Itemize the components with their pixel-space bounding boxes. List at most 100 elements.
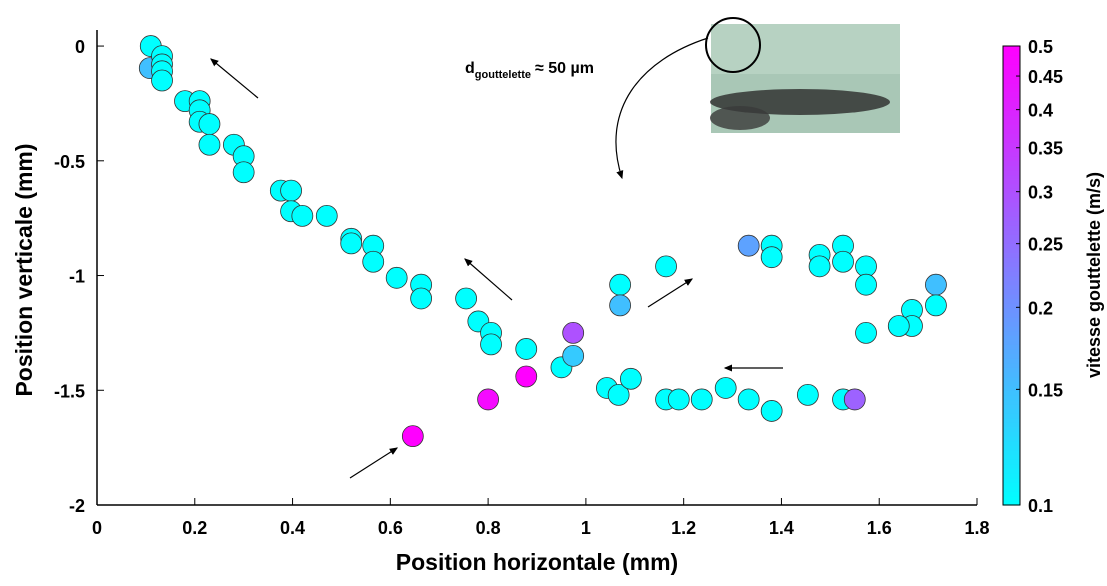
colorbar-segment [1003, 358, 1020, 364]
point [855, 255, 877, 278]
colorbar-segment [1003, 234, 1020, 240]
point [737, 388, 760, 411]
point [315, 204, 338, 227]
colorbar-tick-label: 0.25 [1028, 235, 1063, 255]
point [690, 388, 713, 411]
colorbar-segment [1003, 128, 1020, 134]
colorbar-segment [1003, 266, 1020, 272]
colorbar-segment [1003, 436, 1020, 442]
x-tick-label: 1.4 [769, 518, 794, 538]
colorbar-segment [1003, 252, 1020, 258]
colorbar-segment [1003, 192, 1020, 199]
point [796, 383, 819, 406]
colorbar-segment [1003, 146, 1020, 153]
colorbar-segment [1003, 353, 1020, 359]
colorbar-segment [1003, 371, 1020, 378]
colorbar-tick-label: 0.5 [1028, 37, 1053, 57]
colorbar-segment [1003, 91, 1020, 98]
x-tick-label: 1.8 [964, 518, 989, 538]
colorbar-segment [1003, 179, 1020, 185]
y-tick-label: -0.5 [54, 152, 85, 172]
colorbar-segment [1003, 404, 1020, 410]
colorbar-segment [1003, 87, 1020, 93]
colorbar-segment [1003, 46, 1020, 52]
point [480, 333, 502, 356]
point [843, 388, 866, 411]
point [280, 179, 302, 202]
colorbar-segment [1003, 385, 1020, 391]
colorbar-segment [1003, 298, 1020, 304]
x-tick-label: 0.2 [182, 518, 207, 538]
colorbar-segment [1003, 96, 1020, 102]
point [385, 266, 408, 289]
colorbar-tick-label: 0.35 [1028, 139, 1063, 159]
colorbar-segment [1003, 229, 1020, 235]
colorbar-segment [1003, 215, 1020, 222]
colorbar-segment [1003, 293, 1020, 300]
colorbar-segment [1003, 59, 1020, 65]
colorbar-tick-label: 0.4 [1028, 101, 1053, 121]
y-tick-label: -2 [69, 496, 85, 516]
point [655, 255, 677, 278]
colorbar-segment [1003, 101, 1020, 107]
colorbar-segment [1003, 197, 1020, 203]
colorbar-segment [1003, 156, 1020, 162]
annotation-rest: ≈ 50 µm [535, 60, 594, 77]
point [455, 287, 478, 310]
colorbar-segment [1003, 284, 1020, 290]
colorbar-segment [1003, 344, 1020, 350]
colorbar-segment [1003, 381, 1020, 387]
point [667, 388, 690, 411]
colorbar-segment [1003, 64, 1020, 70]
x-tick-label: 1.2 [671, 518, 696, 538]
point [714, 377, 737, 399]
colorbar-segment [1003, 257, 1020, 263]
point [760, 246, 783, 269]
colorbar-segment [1003, 459, 1020, 465]
colorbar-label: vitesse gouttelette (m/s) [1084, 172, 1104, 378]
point [760, 400, 783, 422]
x-tick-label: 0 [92, 518, 102, 538]
colorbar-segment [1003, 486, 1020, 492]
colorbar-segment [1003, 348, 1020, 355]
colorbar-segment [1003, 394, 1020, 401]
colorbar-segment [1003, 431, 1020, 437]
colorbar-segment [1003, 417, 1020, 423]
inset-image [705, 17, 900, 133]
colorbar-segment [1003, 426, 1020, 433]
colorbar-segment [1003, 472, 1020, 479]
colorbar-segment [1003, 408, 1020, 414]
colorbar-segment [1003, 339, 1020, 345]
colorbar-segment [1003, 183, 1020, 189]
colorbar-segment [1003, 110, 1020, 116]
y-tick-label: -1.5 [54, 381, 85, 401]
colorbar-segment [1003, 330, 1020, 336]
colorbar-segment [1003, 206, 1020, 212]
point [855, 273, 877, 296]
colorbar-segment [1003, 440, 1020, 446]
colorbar-segment [1003, 376, 1020, 382]
y-tick-label: -1 [69, 267, 85, 287]
colorbar-segment [1003, 238, 1020, 244]
point [925, 294, 947, 317]
colorbar-segment [1003, 105, 1020, 111]
colorbar-segment [1003, 133, 1020, 139]
colorbar-tick-label: 0.1 [1028, 496, 1053, 516]
annotation: dgouttelette ≈ 50 µm [465, 60, 594, 81]
colorbar-segment [1003, 261, 1020, 267]
colorbar-segment [1003, 491, 1020, 497]
point [609, 273, 632, 296]
point [562, 321, 585, 344]
x-tick-label: 0.6 [378, 518, 403, 538]
colorbar-segment [1003, 151, 1020, 157]
point [925, 273, 947, 296]
colorbar-segment [1003, 449, 1020, 456]
colorbar-segment [1003, 174, 1020, 180]
colorbar-segment [1003, 78, 1020, 84]
colorbar-segment [1003, 477, 1020, 483]
x-tick-label: 1 [581, 518, 591, 538]
colorbar-segment [1003, 307, 1020, 313]
arrows [210, 37, 783, 479]
point [832, 250, 854, 273]
